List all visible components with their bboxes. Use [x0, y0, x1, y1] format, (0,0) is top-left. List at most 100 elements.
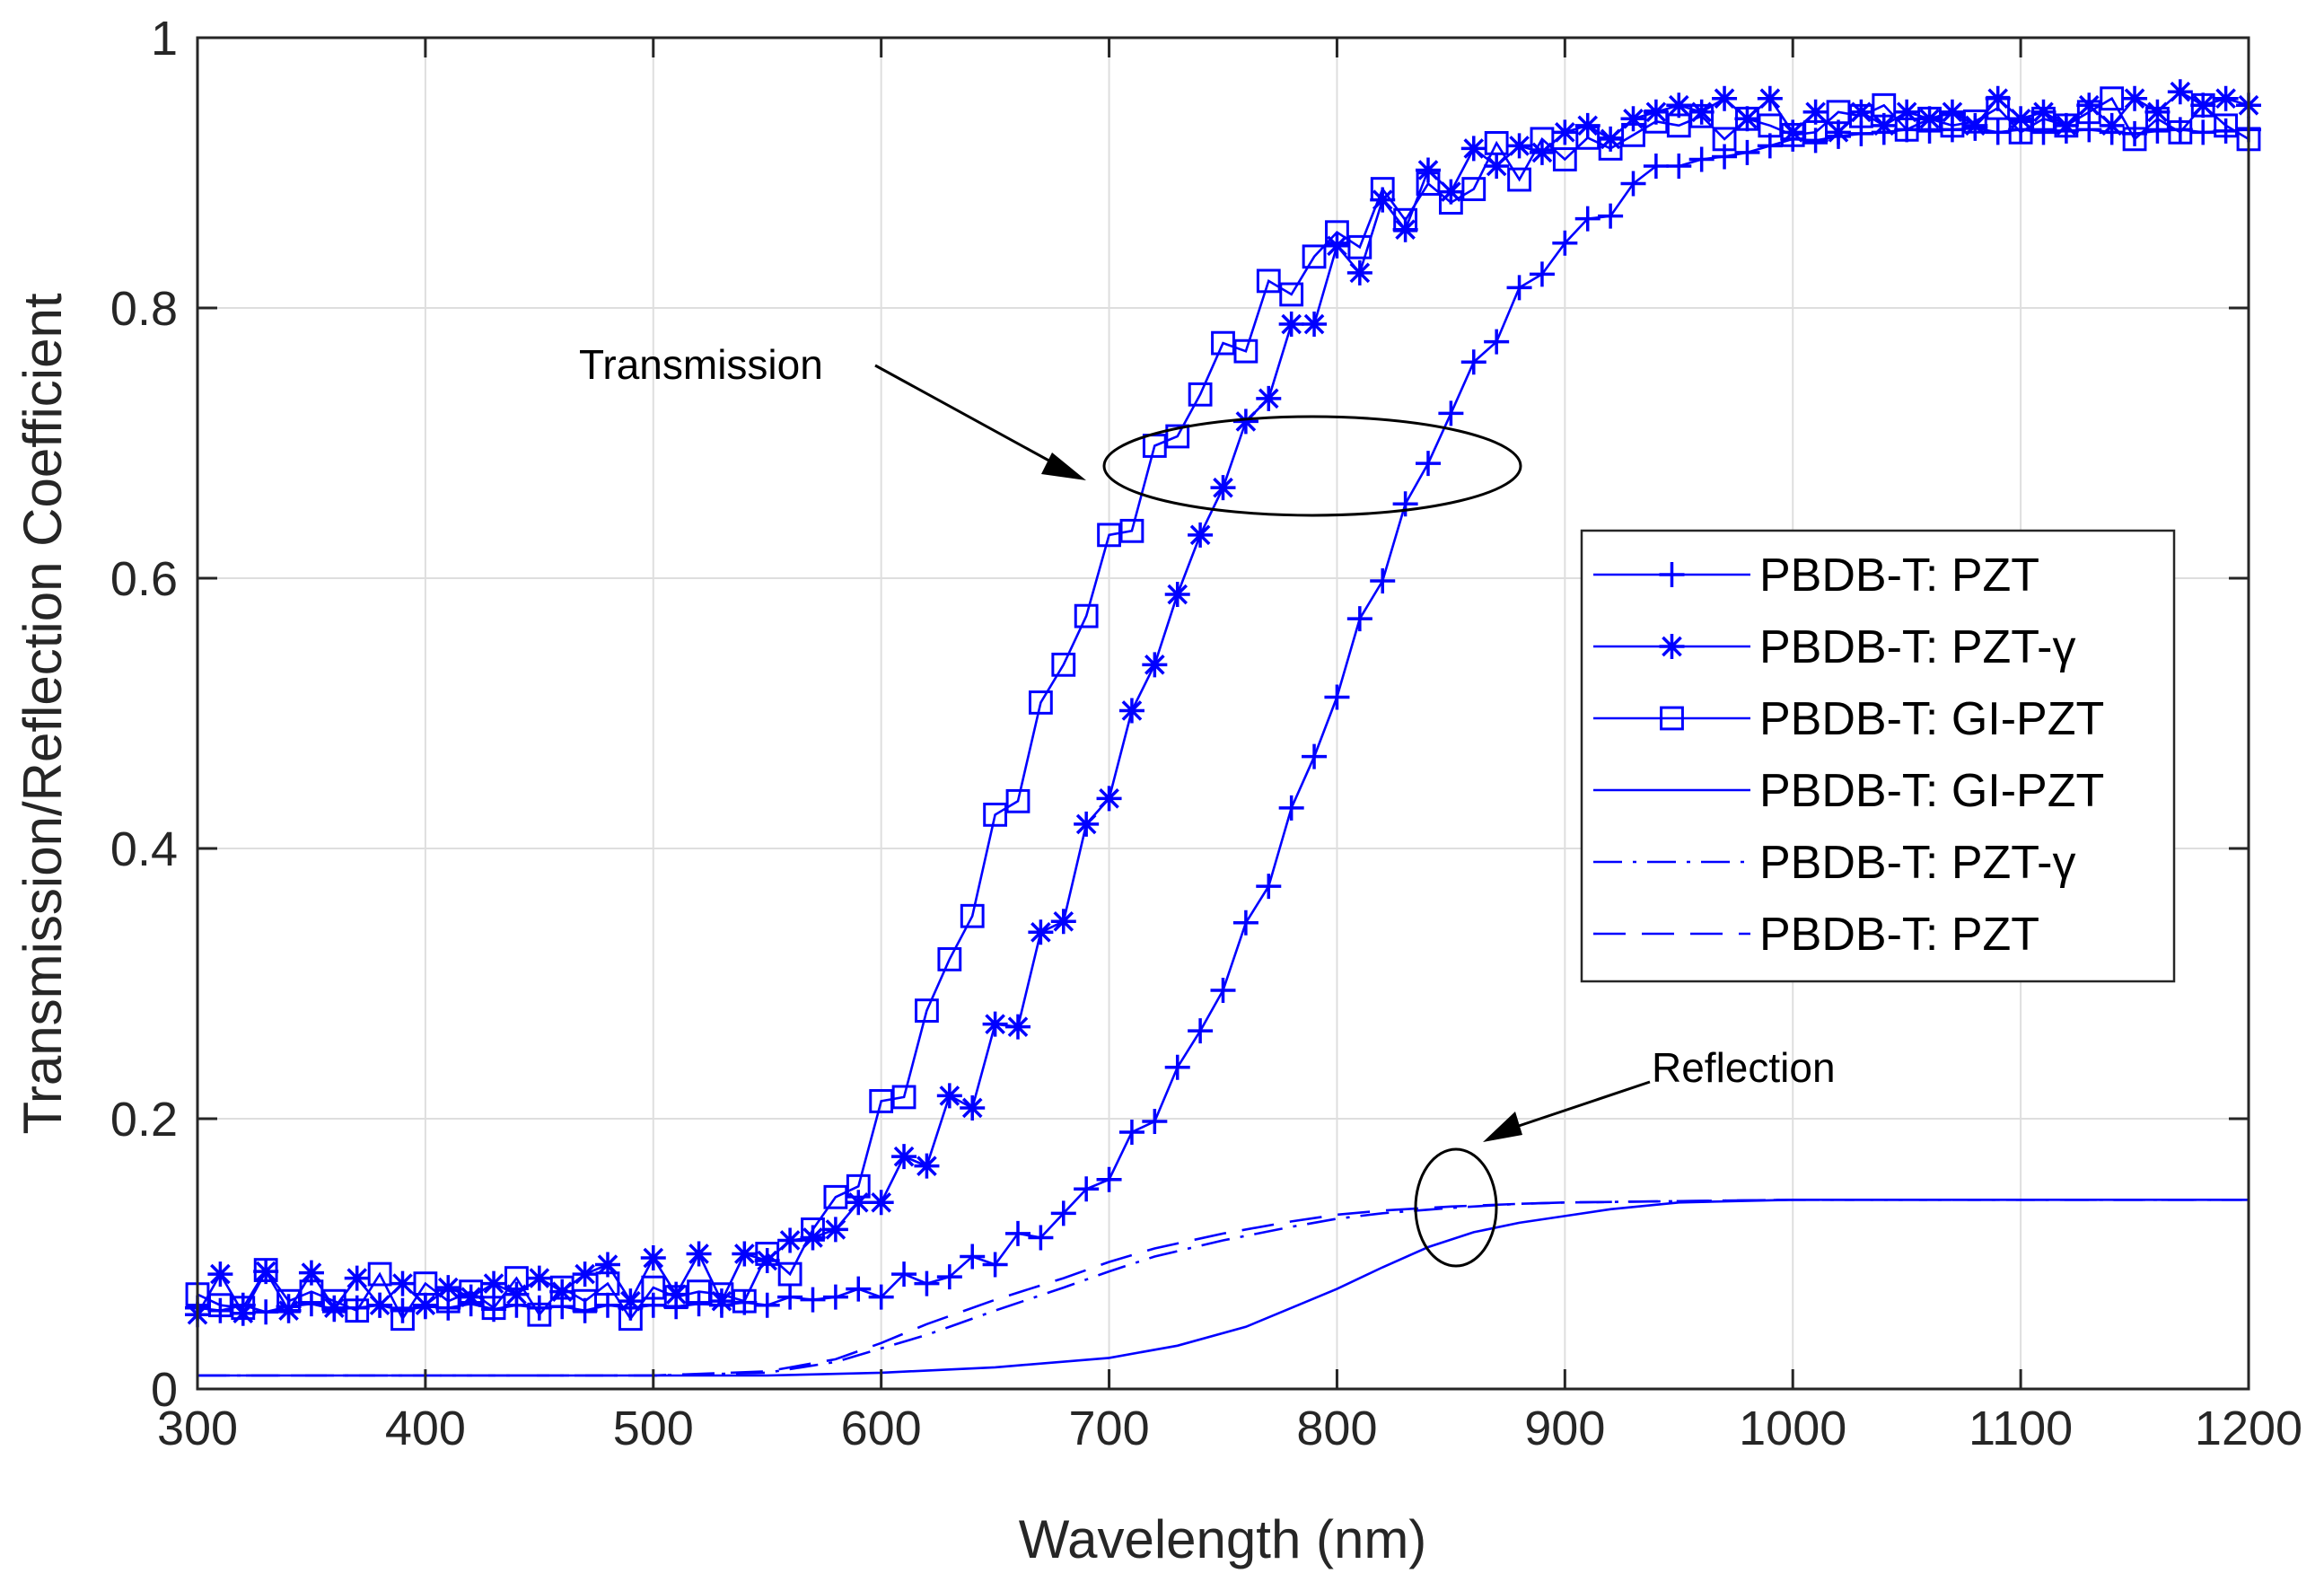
- legend-entry-0: PBDB-T: PZT: [1593, 549, 2039, 602]
- data-point: [1666, 92, 1692, 119]
- data-point: [1962, 112, 1988, 138]
- y-tick-label: 0.6: [110, 552, 178, 606]
- transmission-label: Transmission: [579, 341, 823, 388]
- data-point: [754, 1292, 780, 1318]
- data-point: [1210, 475, 1236, 501]
- legend-entry-4: PBDB-T: PZT-γ: [1593, 837, 2075, 889]
- data-point: [504, 1266, 529, 1290]
- data-point: [1416, 157, 1441, 183]
- data-point: [800, 1225, 826, 1251]
- data-point: [1438, 190, 1463, 215]
- data-point: [822, 1284, 848, 1310]
- data-point: [1848, 103, 1873, 128]
- data-point: [936, 1264, 962, 1290]
- data-point: [1233, 338, 1258, 364]
- data-point: [1232, 409, 1258, 435]
- data-point: [1096, 786, 1122, 812]
- data-point: [2100, 86, 2125, 111]
- data-point: [1005, 1014, 1030, 1040]
- data-point: [1005, 1220, 1030, 1246]
- data-point: [1940, 113, 1965, 138]
- x-tick-label: 500: [613, 1402, 694, 1455]
- y-tick-label: 0.2: [110, 1093, 178, 1147]
- data-point: [1712, 144, 1738, 170]
- legend-label: PBDB-T: GI-PZT: [1759, 765, 2104, 817]
- data-point: [1734, 139, 1760, 165]
- data-point: [709, 1282, 734, 1307]
- data-point: [207, 1293, 232, 1318]
- data-point: [595, 1271, 620, 1296]
- data-point: [1871, 112, 1897, 138]
- data-point: [869, 1089, 894, 1113]
- x-tick-label: 300: [157, 1402, 238, 1455]
- data-point: [1802, 99, 1829, 125]
- data-point: [1620, 171, 1646, 197]
- data-point: [1302, 743, 1328, 769]
- data-point: [2213, 85, 2239, 111]
- data-point: [299, 1279, 324, 1305]
- legend-entry-2: PBDB-T: GI-PZT: [1593, 693, 2104, 745]
- data-point: [2144, 99, 2171, 125]
- data-point: [1780, 122, 1805, 147]
- data-point: [1688, 146, 1714, 172]
- data-point: [1826, 100, 1851, 125]
- reflection-ellipse: [1414, 1147, 1498, 1268]
- data-point: [1074, 811, 1100, 837]
- data-point: [1232, 910, 1258, 936]
- data-point: [1370, 177, 1395, 201]
- data-point: [1894, 99, 1920, 125]
- data-point: [732, 1241, 758, 1267]
- data-point: [2190, 119, 2216, 145]
- legend-entry-5: PBDB-T: PZT: [1593, 909, 2039, 961]
- data-point: [755, 1242, 780, 1266]
- legend-label: PBDB-T: PZT: [1759, 549, 2039, 602]
- y-tick-label: 0.8: [110, 282, 178, 336]
- data-point: [1050, 909, 1076, 935]
- data-point: [458, 1284, 484, 1310]
- reflection-annotation: Reflection: [1414, 1044, 1836, 1268]
- data-point: [1347, 234, 1372, 259]
- data-point: [687, 1279, 711, 1305]
- data-point: [2054, 113, 2079, 138]
- data-point: [1416, 171, 1441, 196]
- data-point: [1188, 1018, 1214, 1044]
- data-point: [2122, 127, 2147, 152]
- data-point: [459, 1279, 484, 1305]
- legend-swatch-marker: [1659, 634, 1685, 659]
- series-layer: [185, 79, 2261, 1377]
- data-point: [344, 1265, 370, 1291]
- x-tick-label: 900: [1524, 1402, 1605, 1455]
- y-tick-label: 0: [151, 1363, 178, 1417]
- data-point: [1552, 119, 1578, 145]
- data-point: [777, 1261, 802, 1287]
- data-point: [1188, 382, 1213, 407]
- data-point: [1278, 795, 1304, 821]
- series-line: [197, 96, 2249, 1322]
- data-point: [231, 1296, 256, 1321]
- data-point: [1302, 312, 1328, 338]
- data-point: [481, 1296, 506, 1321]
- data-point: [1324, 684, 1350, 710]
- data-point: [527, 1302, 552, 1327]
- data-point: [1575, 125, 1600, 150]
- y-tick-label: 1: [151, 12, 178, 66]
- data-point: [1758, 113, 1783, 138]
- data-point: [1118, 698, 1144, 724]
- data-point: [1643, 153, 1669, 179]
- data-point: [1985, 119, 2011, 145]
- data-point: [1894, 117, 1919, 142]
- data-point: [1484, 329, 1510, 355]
- data-point: [1325, 220, 1349, 245]
- data-point: [1096, 1166, 1122, 1192]
- data-point: [412, 1292, 438, 1318]
- data-point: [2030, 99, 2057, 125]
- data-point: [1917, 106, 1942, 131]
- data-point: [1256, 385, 1282, 411]
- data-point: [868, 1284, 894, 1310]
- data-point: [1164, 582, 1190, 608]
- data-point: [640, 1245, 666, 1271]
- data-point: [549, 1279, 575, 1305]
- data-point: [1689, 103, 1714, 128]
- transmission-ellipse: [1102, 415, 1522, 517]
- data-point: [526, 1265, 552, 1291]
